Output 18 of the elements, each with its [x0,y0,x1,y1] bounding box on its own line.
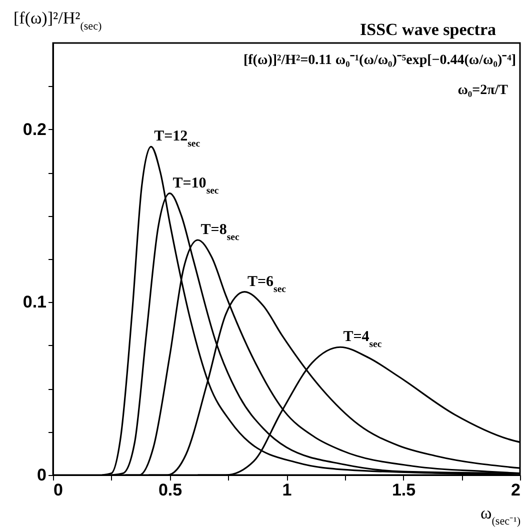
series-label: T=8$_{sec}$ [200,222,240,242]
chart-title: ISSC wave spectra [360,20,496,39]
x-axis-title: ω$_{(sec⁻¹)}$ [480,504,521,528]
x-tick-label: 1 [282,480,292,500]
y-tick-label: 0 [37,466,46,484]
y-tick-label: 0.2 [22,120,46,139]
x-tick-label: 1.5 [392,480,416,500]
annotation: [f(ω)]²/H²=0.11 ω₀⁻¹(ω/ω₀)⁻⁵exp[−0.44(ω/ω₀)⁻⁴] [243,53,516,68]
x-tick-label: 2 [511,480,520,500]
series-label: T=12$_{sec}$ [154,128,201,150]
x-tick-label: 0 [54,480,63,500]
series-label: T=4$_{sec}$ [343,329,382,350]
series-label: T=6$_{sec}$ [247,274,287,294]
x-tick-label: 0.5 [158,480,182,500]
annotation: ω₀=2π/T [458,83,509,98]
series-label: T=10$_{sec}$ [172,175,220,196]
y-axis-title: [f(ω)]²/H²$_{(sec)}$ [14,8,102,32]
y-tick-label: 0.1 [22,292,46,312]
